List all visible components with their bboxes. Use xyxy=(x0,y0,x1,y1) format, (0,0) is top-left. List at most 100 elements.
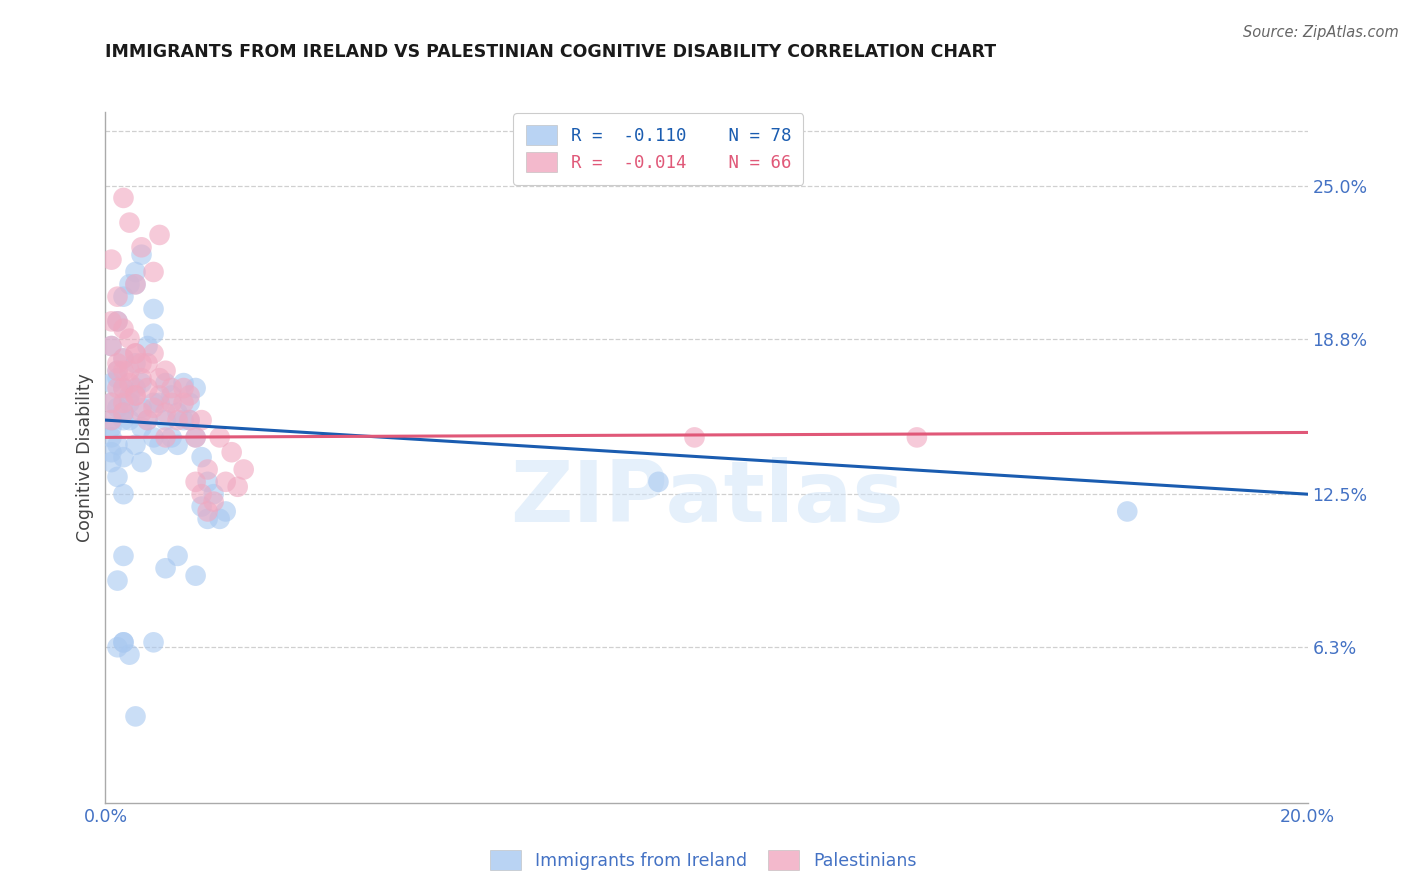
Point xyxy=(118,277,141,292)
Point xyxy=(136,339,159,353)
Point xyxy=(107,640,129,655)
Point xyxy=(136,413,159,427)
Point xyxy=(124,709,146,723)
Point xyxy=(112,635,135,649)
Point xyxy=(112,381,135,395)
Point xyxy=(184,381,207,395)
Point xyxy=(107,470,129,484)
Point xyxy=(100,413,122,427)
Point xyxy=(112,290,135,304)
Point xyxy=(148,388,170,402)
Point xyxy=(142,635,165,649)
Point xyxy=(214,475,236,489)
Point xyxy=(142,326,165,341)
Point xyxy=(112,413,135,427)
Point xyxy=(173,413,195,427)
Point xyxy=(197,504,219,518)
Point xyxy=(118,648,141,662)
Point xyxy=(155,430,177,444)
Point xyxy=(179,413,201,427)
Point xyxy=(100,396,122,410)
Point xyxy=(166,549,188,563)
Point xyxy=(179,413,201,427)
Point xyxy=(131,406,153,420)
Point xyxy=(155,364,177,378)
Point xyxy=(118,332,141,346)
Point xyxy=(221,445,243,459)
Point xyxy=(142,346,165,360)
Point xyxy=(148,371,170,385)
Point xyxy=(142,265,165,279)
Point xyxy=(184,430,207,444)
Point xyxy=(100,376,122,390)
Point xyxy=(107,314,129,328)
Point xyxy=(100,252,122,267)
Point xyxy=(179,396,201,410)
Point xyxy=(173,381,195,395)
Point xyxy=(112,406,135,420)
Point xyxy=(197,462,219,476)
Point xyxy=(184,430,207,444)
Point xyxy=(173,396,195,410)
Point xyxy=(112,322,135,336)
Point xyxy=(166,438,188,452)
Point xyxy=(124,388,146,402)
Point xyxy=(124,356,146,370)
Point xyxy=(155,376,177,390)
Point xyxy=(232,462,254,476)
Point xyxy=(124,381,146,395)
Point xyxy=(136,356,159,370)
Point xyxy=(136,381,159,395)
Point xyxy=(124,346,146,360)
Point xyxy=(166,413,188,427)
Point xyxy=(136,413,159,427)
Point xyxy=(131,455,153,469)
Point xyxy=(100,339,122,353)
Point xyxy=(112,450,135,465)
Point xyxy=(124,277,146,292)
Point xyxy=(131,356,153,370)
Point xyxy=(905,430,928,444)
Point xyxy=(124,388,146,402)
Point xyxy=(112,549,135,563)
Point xyxy=(208,430,231,444)
Point xyxy=(202,487,225,501)
Point xyxy=(107,290,129,304)
Point xyxy=(179,388,201,402)
Point xyxy=(190,450,212,465)
Point xyxy=(131,376,153,390)
Point xyxy=(190,500,212,514)
Point xyxy=(160,381,183,395)
Point xyxy=(112,351,135,366)
Point xyxy=(184,475,207,489)
Point xyxy=(208,512,231,526)
Point xyxy=(197,512,219,526)
Point xyxy=(142,430,165,444)
Point xyxy=(190,487,212,501)
Point xyxy=(112,381,135,395)
Point xyxy=(160,396,183,410)
Point xyxy=(131,248,153,262)
Point xyxy=(107,438,129,452)
Point xyxy=(107,364,129,378)
Point xyxy=(683,430,706,444)
Point xyxy=(155,406,177,420)
Legend: Immigrants from Ireland, Palestinians: Immigrants from Ireland, Palestinians xyxy=(481,841,925,879)
Point xyxy=(184,568,207,582)
Point xyxy=(647,475,669,489)
Point xyxy=(1116,504,1139,518)
Point xyxy=(100,455,122,469)
Point xyxy=(131,401,153,415)
Text: IMMIGRANTS FROM IRELAND VS PALESTINIAN COGNITIVE DISABILITY CORRELATION CHART: IMMIGRANTS FROM IRELAND VS PALESTINIAN C… xyxy=(105,43,997,61)
Point xyxy=(112,396,135,410)
Point xyxy=(118,376,141,390)
Point xyxy=(131,420,153,434)
Point xyxy=(160,430,183,444)
Point xyxy=(118,364,141,378)
Point xyxy=(226,480,249,494)
Point xyxy=(197,475,219,489)
Point xyxy=(100,430,122,444)
Legend: R =  -0.110    N = 78, R =  -0.014    N = 66: R = -0.110 N = 78, R = -0.014 N = 66 xyxy=(513,113,803,185)
Point xyxy=(142,401,165,415)
Point xyxy=(107,574,129,588)
